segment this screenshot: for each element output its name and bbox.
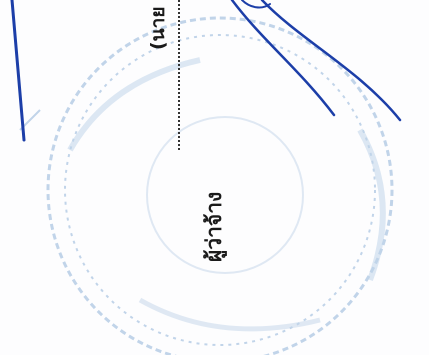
role-label: ผู้ว่าจ้าง <box>202 191 226 262</box>
signature-dotted-line <box>178 0 180 150</box>
name-parenthesis-fragment: (นาย <box>147 6 169 50</box>
